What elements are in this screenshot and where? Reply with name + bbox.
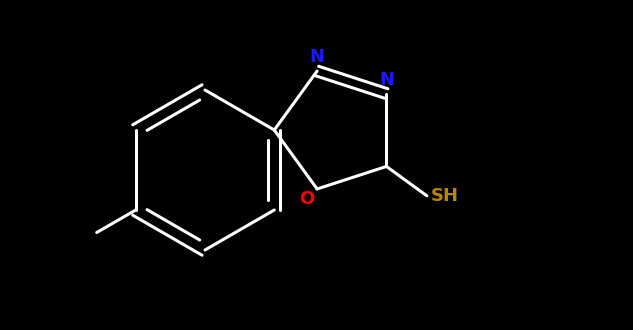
Text: O: O bbox=[299, 190, 315, 208]
Text: N: N bbox=[379, 71, 394, 88]
Text: SH: SH bbox=[431, 187, 459, 205]
Text: N: N bbox=[310, 48, 325, 66]
